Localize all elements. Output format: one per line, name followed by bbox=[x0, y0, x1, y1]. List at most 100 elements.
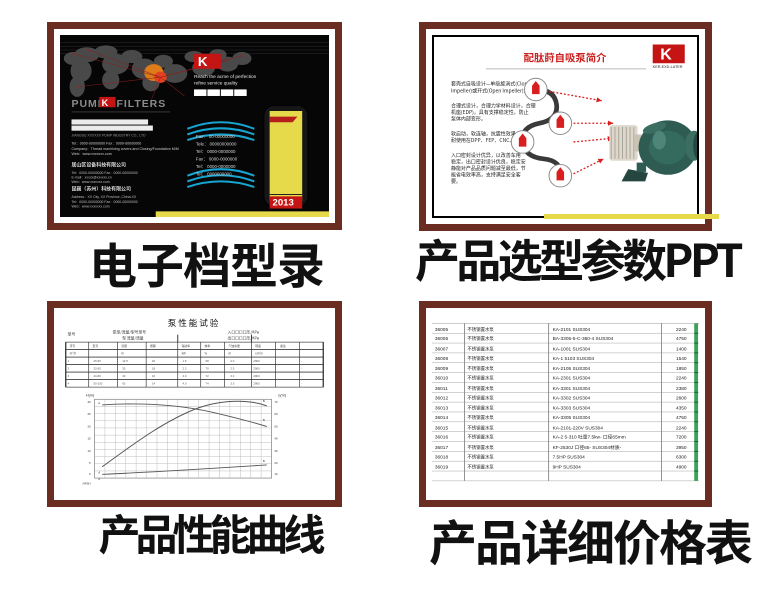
svg-text:不锈钢置水泵: 不锈钢置水泵 bbox=[467, 365, 494, 372]
svg-text:18: 18 bbox=[152, 366, 156, 370]
svg-text:汽蚀余量: 汽蚀余量 bbox=[228, 344, 240, 348]
svg-text:配肽莳自吸泵简介: 配肽莳自吸泵简介 bbox=[524, 49, 608, 64]
svg-text:不锈钢置水泵: 不锈钢置水泵 bbox=[467, 464, 494, 471]
svg-text:2900: 2900 bbox=[253, 359, 260, 363]
svg-text:2900: 2900 bbox=[253, 381, 260, 385]
svg-text:36006: 36006 bbox=[435, 336, 449, 342]
svg-text:m³/h: m³/h bbox=[70, 351, 77, 355]
svg-text:70: 70 bbox=[206, 366, 210, 370]
svg-text:KA-1001 SUS304: KA-1001 SUS304 bbox=[553, 347, 591, 353]
svg-text:KA-3301 SUS304: KA-3301 SUS304 bbox=[553, 386, 591, 392]
svg-text:Fax： 0000-0000000: Fax： 0000-0000000 bbox=[196, 157, 238, 162]
svg-text:2.2: 2.2 bbox=[183, 366, 187, 370]
svg-text:2380: 2380 bbox=[676, 386, 687, 392]
svg-text:昆巍（苏州）科技有限公司: 昆巍（苏州）科技有限公司 bbox=[71, 186, 131, 193]
svg-text:2.5: 2.5 bbox=[230, 366, 234, 370]
svg-text:居山区设备科技有限公司: 居山区设备科技有限公司 bbox=[71, 161, 126, 168]
svg-text:Reach the acme of perfection: Reach the acme of perfection bbox=[194, 74, 257, 80]
svg-text:不锈钢置水泵: 不锈钢置水泵 bbox=[467, 424, 494, 431]
svg-text:36005: 36005 bbox=[435, 327, 449, 333]
svg-text:型 流量/流量: 型 流量/流量 bbox=[122, 335, 144, 341]
svg-text:不锈钢置水泵: 不锈钢置水泵 bbox=[467, 394, 494, 401]
svg-text:Web：www.xxxxxxx.com: Web：www.xxxxxxx.com bbox=[71, 180, 109, 184]
svg-text:Tel：0000-00000000 Fax：0000-00: Tel：0000-00000000 Fax：0000-00000000 bbox=[71, 200, 137, 204]
svg-text:Web：www.xxxxxxx.com: Web：www.xxxxxxx.com bbox=[71, 152, 111, 156]
svg-text:KA-2301 SUS304: KA-2301 SUS304 bbox=[553, 376, 591, 382]
svg-text:9HP SUS304: 9HP SUS304 bbox=[553, 465, 582, 471]
svg-text:30: 30 bbox=[87, 400, 91, 404]
svg-text:4.0: 4.0 bbox=[183, 381, 187, 385]
svg-text:14: 14 bbox=[152, 381, 156, 385]
svg-text:40-80: 40-80 bbox=[94, 374, 102, 378]
svg-text:25-50: 25-50 bbox=[94, 359, 102, 363]
svg-text:m: m bbox=[121, 351, 124, 355]
svg-text:不锈钢置水泵: 不锈钢置水泵 bbox=[467, 434, 494, 441]
svg-text:不锈钢置水泵: 不锈钢置水泵 bbox=[467, 453, 494, 460]
svg-text:Tel：0000-00000000 Fax：0000-00: Tel：0000-00000000 Fax：0000-00000000 bbox=[71, 171, 137, 175]
svg-text:7200: 7200 bbox=[676, 435, 687, 441]
svg-text:32-65: 32-65 bbox=[94, 366, 102, 370]
svg-text:不锈钢置水泵: 不锈钢置水泵 bbox=[467, 346, 494, 353]
svg-text:出口口口口压,MPa: 出口口口口压,MPa bbox=[228, 335, 259, 341]
svg-text:3.5: 3.5 bbox=[230, 381, 234, 385]
svg-text:流量: 流量 bbox=[121, 344, 127, 348]
svg-text:泵体内部变形。: 泵体内部变形。 bbox=[451, 115, 486, 122]
svg-text:50: 50 bbox=[274, 424, 278, 428]
svg-text:不锈钢置水泵: 不锈钢置水泵 bbox=[467, 355, 494, 362]
svg-text:KA-3302 SUS304: KA-3302 SUS304 bbox=[553, 395, 591, 401]
svg-text:6300: 6300 bbox=[676, 454, 687, 460]
svg-text:Tel： 0000-0000000: Tel： 0000-0000000 bbox=[196, 164, 236, 169]
svg-text:25: 25 bbox=[87, 412, 91, 416]
svg-text:3.0: 3.0 bbox=[230, 374, 234, 378]
svg-text:KA-3305 SUS304: KA-3305 SUS304 bbox=[553, 415, 591, 421]
svg-text:FILTERS: FILTERS bbox=[116, 99, 166, 110]
svg-text:η(%): η(%) bbox=[278, 394, 287, 398]
svg-text:36018: 36018 bbox=[435, 454, 449, 460]
svg-text:泵型/流量/型号型号: 泵型/流量/型号型号 bbox=[113, 330, 147, 336]
svg-text:型号: 型号 bbox=[93, 344, 99, 348]
svg-text:KER-EXD-LATER: KER-EXD-LATER bbox=[653, 65, 683, 69]
svg-text:BA-3305-5-C-360-4 SUS304: BA-3305-5-C-360-4 SUS304 bbox=[553, 336, 614, 342]
svg-text:2600: 2600 bbox=[676, 395, 687, 401]
svg-text:10: 10 bbox=[87, 449, 91, 453]
svg-text:转速: 转速 bbox=[255, 344, 261, 348]
svg-text:E-mail：xxxxx@xxxxxx.cn: E-mail：xxxxx@xxxxxx.cn bbox=[71, 176, 111, 180]
svg-text:36012: 36012 bbox=[435, 395, 449, 401]
svg-text:4900: 4900 bbox=[676, 465, 687, 471]
svg-text:3.0: 3.0 bbox=[183, 374, 187, 378]
svg-text:能省电效率高，支持满足安全客: 能省电效率高，支持满足安全客 bbox=[451, 172, 521, 179]
svg-text:不锈钢置水泵: 不锈钢置水泵 bbox=[467, 414, 494, 421]
svg-text:Tel： 0000-0000000: Tel： 0000-0000000 bbox=[196, 149, 236, 154]
svg-text:2900: 2900 bbox=[253, 374, 260, 378]
svg-text:kW: kW bbox=[182, 351, 187, 355]
svg-text:36019: 36019 bbox=[435, 465, 449, 471]
svg-text:30: 30 bbox=[274, 449, 278, 453]
svg-text:泵性能试验: 泵性能试验 bbox=[168, 317, 221, 329]
svg-text:Web：www.xxxxxxx.com: Web：www.xxxxxxx.com bbox=[71, 205, 109, 209]
svg-text:50-100: 50-100 bbox=[94, 381, 103, 385]
svg-text:不锈钢置水泵: 不锈钢置水泵 bbox=[467, 444, 494, 451]
svg-text:型号: 型号 bbox=[68, 332, 76, 338]
svg-text:备注: 备注 bbox=[280, 344, 286, 348]
svg-text:36017: 36017 bbox=[435, 445, 449, 451]
svg-text:-: - bbox=[301, 381, 302, 385]
svg-text:Tel：0000-00000000 Fax：0000-00: Tel：0000-00000000 Fax：0000-00000000 bbox=[71, 142, 141, 146]
svg-text:2240: 2240 bbox=[676, 376, 687, 382]
svg-text:JIANGSU XXXXXX PUMP INDUSTRY C: JIANGSU XXXXXX PUMP INDUSTRY CO., LTD bbox=[71, 133, 146, 137]
svg-text:36016: 36016 bbox=[435, 435, 449, 441]
svg-text:1.5: 1.5 bbox=[183, 359, 187, 363]
svg-text:36009: 36009 bbox=[435, 366, 449, 372]
svg-text:70: 70 bbox=[274, 400, 278, 404]
svg-text:20: 20 bbox=[152, 359, 156, 363]
svg-text:40: 40 bbox=[122, 374, 126, 378]
svg-text:-: - bbox=[301, 359, 302, 363]
svg-text:40: 40 bbox=[274, 437, 278, 441]
svg-text:H(m): H(m) bbox=[86, 394, 95, 398]
svg-text:74: 74 bbox=[206, 381, 210, 385]
svg-text:效率: 效率 bbox=[205, 344, 211, 348]
svg-text:4350: 4350 bbox=[676, 406, 687, 412]
svg-text:2240: 2240 bbox=[676, 327, 687, 333]
svg-text:KA-3303 SUS304: KA-3303 SUS304 bbox=[553, 406, 591, 412]
svg-text:16: 16 bbox=[152, 374, 156, 378]
svg-text:K: K bbox=[102, 98, 109, 108]
